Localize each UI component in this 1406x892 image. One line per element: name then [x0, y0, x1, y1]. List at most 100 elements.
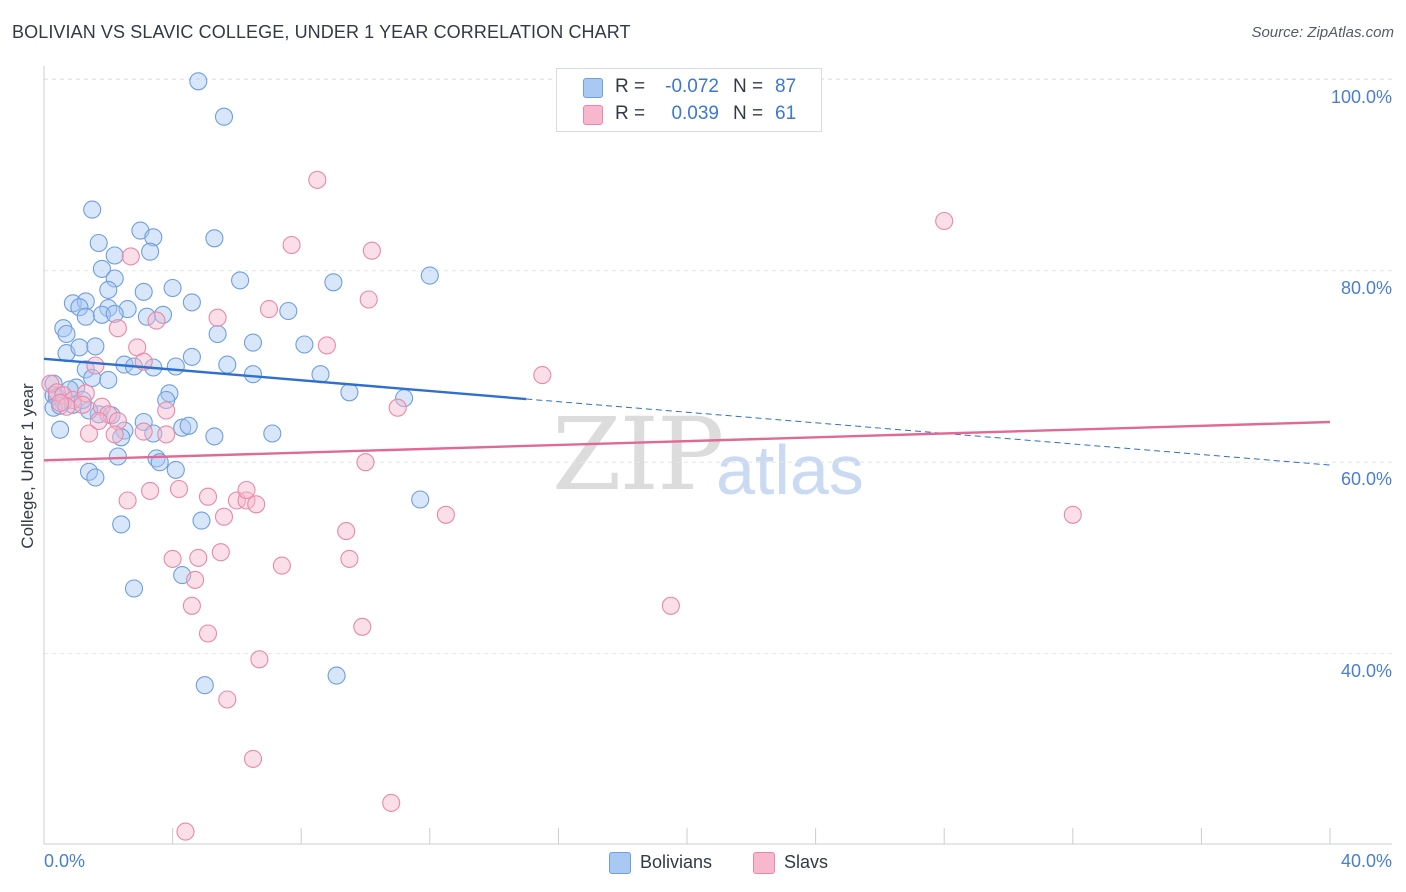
slav-point	[208, 308, 227, 327]
bolivian-point	[263, 424, 282, 443]
bolivian-point	[324, 273, 343, 292]
x-tick-label-min: 0.0%	[44, 851, 86, 871]
slav-point	[250, 650, 269, 669]
bolivian-point	[99, 280, 118, 299]
slav-point	[51, 393, 70, 412]
bolivian-point	[182, 347, 201, 366]
slav-point	[436, 505, 455, 524]
slav-point	[79, 424, 99, 443]
bolivian-point	[92, 259, 111, 278]
bolivian-point	[243, 365, 263, 384]
bottom-legend-swatch-bolivians	[609, 852, 631, 874]
watermark-atlas: atlas	[716, 431, 864, 509]
legend-r-label: R =	[615, 76, 646, 97]
slav-point	[661, 596, 680, 615]
bolivian-point	[134, 282, 153, 301]
legend-swatch-bolivians	[583, 78, 603, 98]
slav-point	[317, 336, 336, 355]
slav-point	[108, 411, 127, 431]
slav-point	[935, 211, 954, 231]
slav-point	[76, 384, 95, 403]
legend-r-value: -0.072	[665, 76, 719, 97]
slav-point	[259, 300, 279, 319]
slav-point	[533, 366, 552, 385]
bolivian-point	[208, 324, 227, 344]
slav-point	[337, 522, 356, 541]
bolivian-point	[108, 447, 127, 466]
bolivian-point	[89, 233, 108, 253]
bolivian-point	[124, 579, 144, 598]
bolivian-point	[327, 666, 346, 685]
slav-point	[237, 491, 256, 510]
bolivian-point	[112, 515, 131, 534]
slav-point	[108, 319, 127, 338]
slav-point	[157, 401, 176, 420]
bolivian-point	[44, 386, 63, 405]
slav-point	[157, 425, 176, 444]
bolivian-point	[157, 390, 176, 410]
bolivian-point	[279, 301, 298, 321]
legend-n-value: 61	[775, 103, 797, 124]
slav-point	[340, 549, 359, 568]
slav-point	[308, 170, 327, 189]
slav-point	[182, 596, 201, 615]
slavs-trend-line	[43, 420, 1331, 462]
bolivian-point	[144, 228, 163, 247]
bolivians-trend-line	[43, 357, 527, 401]
bolivian-point	[105, 246, 124, 265]
bolivian-point	[340, 383, 359, 402]
slav-point	[134, 422, 153, 441]
bolivian-point	[54, 319, 73, 338]
legend-n-label: N =	[733, 103, 764, 124]
bolivian-point	[218, 355, 237, 374]
legend-r-value: 0.039	[671, 103, 719, 124]
bolivians-trend-extension	[526, 398, 1331, 466]
slav-point	[105, 425, 124, 444]
bottom-legend-slavs: Slavs	[784, 852, 829, 872]
x-tick-label-max: 40.0%	[1340, 851, 1392, 871]
legend-swatch-slavs	[583, 105, 603, 125]
bolivian-point	[179, 416, 198, 435]
bolivian-point	[295, 335, 314, 354]
bolivian-point	[141, 242, 160, 261]
bolivian-point	[51, 420, 70, 439]
y-tick-label-40: 40.0%	[1340, 661, 1392, 681]
slav-point	[362, 241, 381, 260]
legend-row-bolivians: R = -0.072 N = 87	[557, 74, 821, 100]
slav-point	[92, 397, 111, 416]
bolivian-point	[214, 107, 234, 126]
bolivian-point	[86, 468, 105, 487]
legend-row-slavs: R = 0.039 N = 61	[557, 101, 821, 127]
bolivian-point	[243, 333, 263, 352]
source-label: Source: ZipAtlas.com	[1251, 24, 1394, 41]
legend-n-value: 87	[775, 76, 797, 97]
slav-point	[118, 491, 137, 510]
slav-point	[247, 495, 266, 514]
bottom-legend-bolivians: Bolivians	[640, 852, 713, 872]
slav-point	[141, 481, 160, 500]
slav-point	[388, 398, 407, 417]
y-axis-label: College, Under 1 year	[18, 383, 37, 549]
slav-point	[353, 617, 372, 636]
bolivian-point	[166, 357, 185, 376]
bolivian-point	[192, 511, 211, 530]
correlation-legend: R = -0.072 N = 87 R = 0.039 N = 61	[556, 68, 822, 132]
slav-point	[99, 405, 118, 424]
bolivian-point	[195, 676, 214, 695]
slav-point	[214, 507, 234, 526]
bolivian-point	[311, 365, 330, 384]
bolivian-point	[137, 307, 156, 326]
slav-point	[1063, 505, 1082, 524]
bolivian-point	[420, 266, 439, 285]
bolivian-point	[70, 338, 89, 357]
bolivian-point	[231, 271, 250, 290]
slav-point	[211, 543, 230, 562]
slav-point	[176, 822, 195, 841]
bolivian-point	[70, 298, 89, 317]
bolivian-point	[166, 460, 185, 479]
slav-point	[359, 290, 378, 309]
slav-point	[86, 356, 105, 375]
bolivian-point	[205, 427, 224, 446]
bolivian-point	[163, 278, 182, 298]
y-tick-label-60: 60.0%	[1340, 469, 1392, 489]
